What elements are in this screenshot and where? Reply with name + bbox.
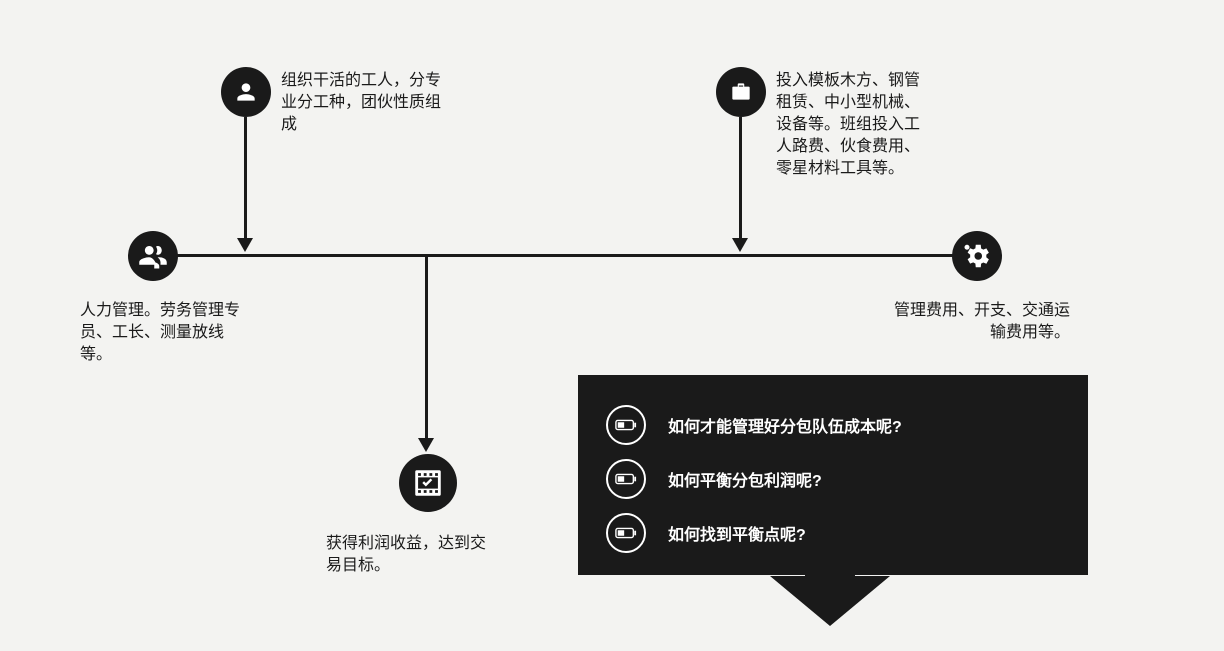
question-1-text: 如何才能管理好分包队伍成本呢? [668, 413, 902, 437]
question-2-text: 如何平衡分包利润呢? [668, 467, 822, 491]
bottom-mid-connector [425, 256, 428, 440]
person-icon [221, 67, 271, 117]
battery-icon [606, 405, 646, 445]
top-left-connector [244, 117, 247, 240]
film-check-icon [399, 454, 457, 512]
users-icon [128, 231, 178, 281]
top-left-arrow [237, 238, 253, 252]
right-end-text: 管理费用、开支、交通运输费用等。 [890, 300, 1070, 344]
timeline-line [151, 254, 966, 257]
battery-icon [606, 513, 646, 553]
diagram-canvas: 人力管理。劳务管理专员、工长、测量放线等。 组织干活的工人，分专业分工种，团伙性… [0, 0, 1224, 651]
question-row-3: 如何找到平衡点呢? [606, 513, 1060, 553]
battery-icon [606, 459, 646, 499]
question-row-2: 如何平衡分包利润呢? [606, 459, 1060, 499]
question-row-1: 如何才能管理好分包队伍成本呢? [606, 405, 1060, 445]
big-down-arrow [770, 554, 890, 631]
top-left-text: 组织干活的工人，分专业分工种，团伙性质组成 [281, 70, 441, 136]
gear-icon [952, 231, 1002, 281]
bottom-mid-arrow [418, 438, 434, 452]
briefcase-icon [716, 67, 766, 117]
question-3-text: 如何找到平衡点呢? [668, 521, 806, 545]
top-right-text: 投入模板木方、钢管租赁、中小型机械、设备等。班组投入工人路费、伙食费用、零星材料… [776, 70, 931, 180]
left-end-text: 人力管理。劳务管理专员、工长、测量放线等。 [80, 300, 240, 366]
top-right-arrow [732, 238, 748, 252]
bottom-mid-text: 获得利润收益，达到交易目标。 [326, 533, 496, 577]
question-box: 如何才能管理好分包队伍成本呢? 如何平衡分包利润呢? 如何找到平衡点呢? [578, 375, 1088, 575]
top-right-connector [739, 117, 742, 240]
